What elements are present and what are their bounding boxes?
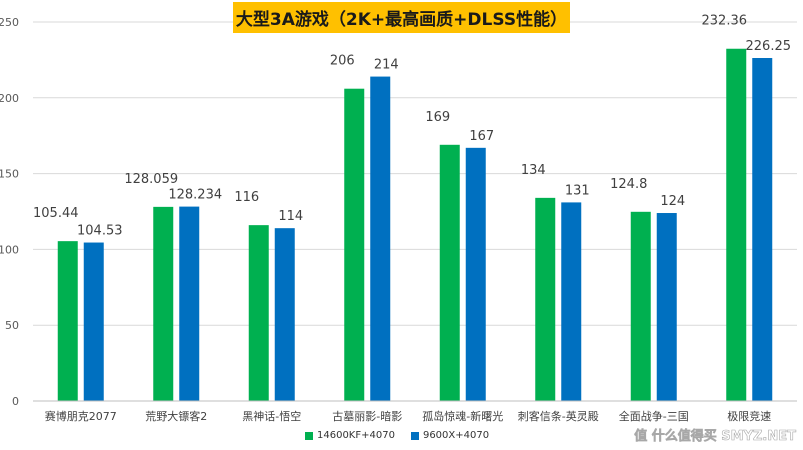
x-tick-label: 刺客信条-英灵殿 (518, 409, 599, 423)
data-label: 226.25 (746, 39, 792, 54)
bar-2-4 (370, 76, 391, 402)
bar-2-6 (561, 202, 582, 401)
bar-2-5 (465, 147, 486, 401)
bar-2-1 (83, 242, 104, 401)
x-tick-label: 荒野大镖客2 (145, 409, 207, 423)
y-tick-label: 100 (0, 243, 19, 256)
bar-1-4 (344, 88, 365, 401)
y-tick-label: 150 (0, 168, 19, 181)
y-tick-label: 0 (12, 395, 19, 408)
chart-title: 大型3A游戏（2K+最高画质+DLSS性能） (233, 2, 570, 33)
bar-1-5 (439, 144, 460, 401)
data-label: 128.059 (124, 172, 178, 187)
x-tick-label: 全面战争-三国 (619, 409, 689, 423)
bar-1-2 (153, 206, 174, 401)
data-label: 116 (234, 190, 259, 205)
bar-1-3 (248, 225, 269, 401)
data-label: 167 (469, 129, 494, 144)
legend-label-series-2: 9600X+4070 (422, 430, 490, 441)
x-tick-label: 赛博朋克2077 (45, 409, 117, 423)
x-tick-label: 极限竞速 (727, 409, 771, 423)
bar-2-2 (179, 206, 200, 401)
watermark: 值 什么值得买 SMYZ.NET (634, 428, 796, 444)
data-label: 105.44 (33, 206, 79, 221)
data-label: 124.8 (610, 177, 647, 192)
legend-swatch-series-2 (410, 431, 419, 440)
y-tick-label: 200 (0, 92, 19, 105)
data-label: 128.234 (168, 188, 222, 203)
data-label: 131 (565, 183, 590, 198)
bar-1-7 (630, 211, 651, 401)
bar-2-8 (752, 58, 773, 401)
x-tick-label: 黑神话-悟空 (242, 409, 301, 423)
data-label: 104.53 (77, 224, 123, 239)
x-tick-label: 古墓丽影-暗影 (332, 409, 402, 423)
x-tick-label: 孤岛惊魂-新曙光 (422, 409, 503, 423)
legend-item-series-2: 9600X+4070 (410, 430, 490, 441)
bar-1-1 (57, 241, 78, 401)
legend-swatch-series-1 (305, 431, 313, 440)
data-label: 114 (278, 209, 303, 224)
data-label: 134 (521, 163, 546, 178)
data-label: 124 (660, 194, 685, 209)
bar-1-6 (535, 197, 556, 401)
legend-item-series-1: 14600KF+4070 (305, 430, 395, 441)
data-label: 232.36 (702, 14, 748, 29)
y-tick-label: 250 (0, 16, 19, 29)
legend: 14600KF+4070 9600X+4070 (305, 430, 489, 441)
bar-1-8 (726, 48, 747, 401)
data-label: 206 (330, 54, 355, 69)
y-tick-label: 50 (5, 319, 19, 332)
data-label: 214 (374, 58, 399, 73)
legend-label-series-1: 14600KF+4070 (317, 430, 395, 441)
bar-2-3 (274, 228, 295, 401)
data-label: 169 (425, 110, 450, 125)
bar-2-7 (656, 213, 677, 401)
